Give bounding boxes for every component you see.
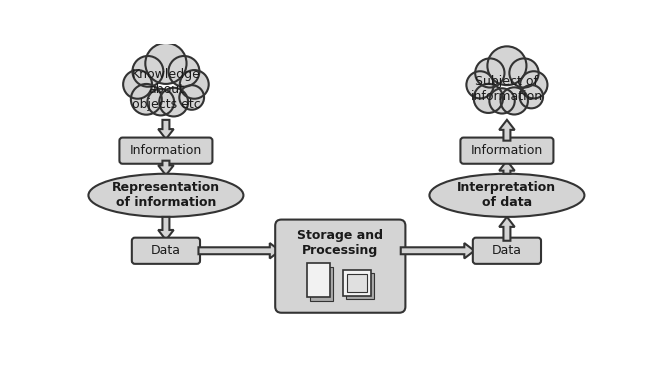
- FancyBboxPatch shape: [307, 263, 330, 297]
- Ellipse shape: [430, 174, 584, 217]
- Circle shape: [180, 70, 208, 99]
- Text: Storage and
Processing: Storage and Processing: [297, 229, 383, 257]
- Circle shape: [132, 56, 163, 87]
- Circle shape: [466, 71, 494, 98]
- Circle shape: [501, 87, 528, 114]
- FancyBboxPatch shape: [132, 238, 200, 264]
- Circle shape: [123, 70, 152, 99]
- FancyArrow shape: [158, 161, 174, 175]
- Circle shape: [147, 89, 174, 115]
- FancyArrow shape: [158, 120, 174, 139]
- Circle shape: [520, 71, 547, 98]
- Circle shape: [131, 84, 162, 115]
- Text: Information: Information: [471, 144, 543, 157]
- Circle shape: [489, 88, 515, 114]
- Circle shape: [487, 46, 527, 85]
- Text: Information: Information: [129, 144, 202, 157]
- FancyBboxPatch shape: [343, 270, 371, 296]
- FancyBboxPatch shape: [275, 219, 406, 313]
- Text: Data: Data: [151, 244, 181, 257]
- FancyBboxPatch shape: [120, 138, 212, 164]
- Circle shape: [169, 56, 199, 87]
- FancyArrow shape: [499, 161, 515, 174]
- Text: Data: Data: [492, 244, 522, 257]
- Circle shape: [159, 88, 188, 117]
- Circle shape: [473, 84, 503, 113]
- Circle shape: [145, 43, 187, 84]
- FancyBboxPatch shape: [460, 138, 553, 164]
- Circle shape: [520, 85, 543, 108]
- FancyArrow shape: [499, 120, 515, 141]
- Text: Subject of
information: Subject of information: [471, 75, 543, 103]
- FancyBboxPatch shape: [347, 274, 367, 292]
- FancyBboxPatch shape: [310, 267, 333, 301]
- Ellipse shape: [88, 174, 244, 217]
- FancyArrow shape: [199, 243, 280, 259]
- FancyBboxPatch shape: [473, 238, 541, 264]
- FancyArrow shape: [499, 217, 515, 241]
- FancyArrow shape: [158, 217, 174, 240]
- Circle shape: [475, 58, 505, 88]
- FancyArrow shape: [401, 243, 474, 259]
- Circle shape: [179, 85, 204, 110]
- Text: Interpretation
of data: Interpretation of data: [457, 181, 556, 209]
- Text: Knowledge
about
objects etc: Knowledge about objects etc: [131, 68, 201, 111]
- FancyBboxPatch shape: [346, 273, 374, 299]
- Circle shape: [509, 58, 539, 88]
- Text: Representation
of information: Representation of information: [112, 181, 220, 209]
